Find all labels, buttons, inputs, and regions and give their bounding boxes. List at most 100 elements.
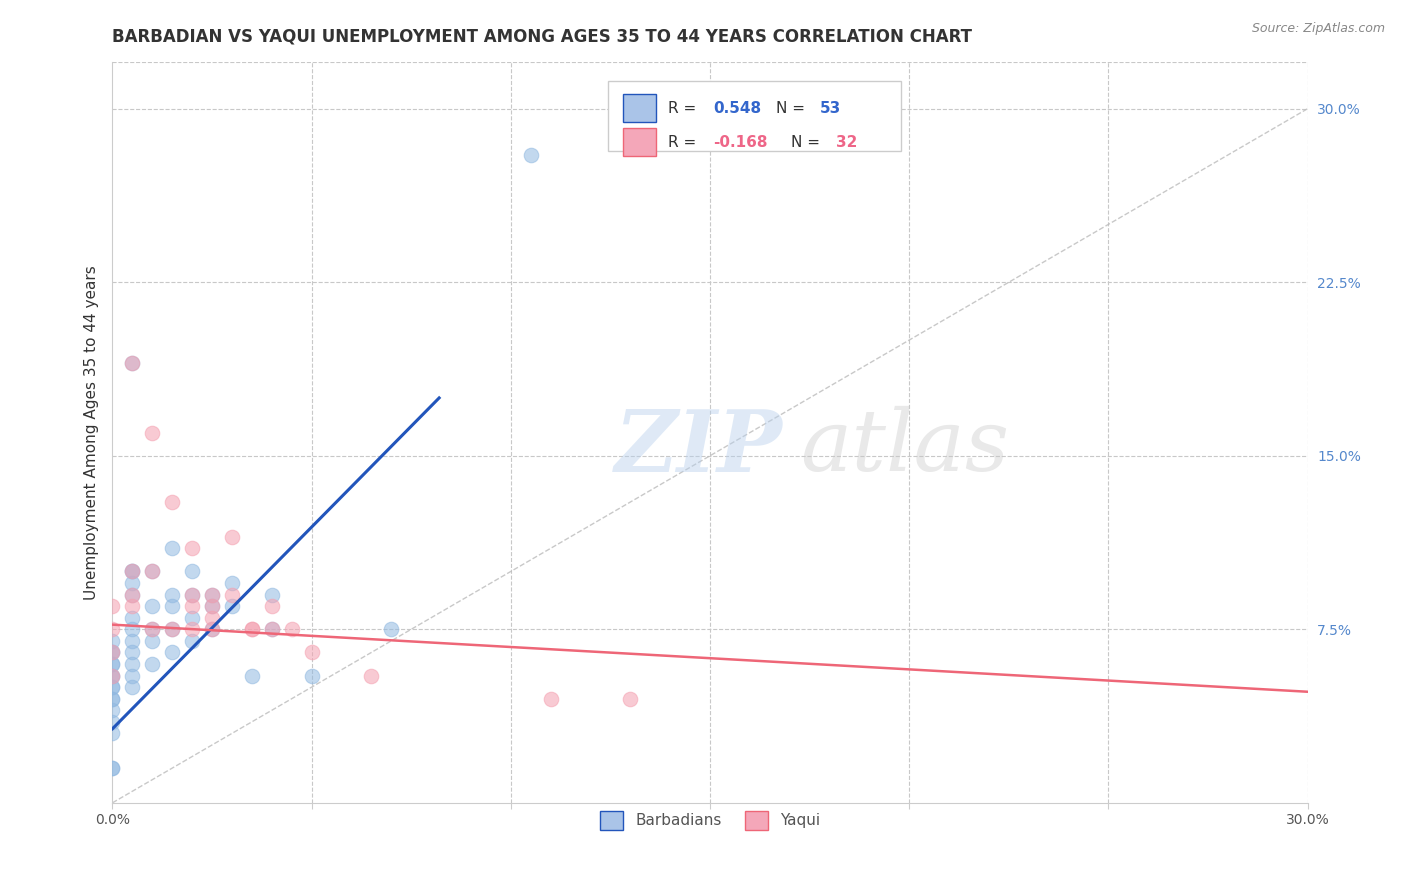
Point [101,691,124,706]
Point [221,599,243,614]
Point [101,714,124,729]
Point [240,668,263,682]
Text: N =: N = [776,101,810,116]
Point [281,622,304,636]
Point [260,622,283,636]
Point [121,565,143,579]
Point [162,622,183,636]
Point [121,588,143,602]
Point [121,645,143,659]
Point [101,645,124,659]
Point [181,588,204,602]
Point [101,668,124,682]
Text: Source: ZipAtlas.com: Source: ZipAtlas.com [1251,22,1385,36]
Point [121,356,143,370]
Text: ZIP: ZIP [614,406,782,489]
Text: atlas: atlas [800,406,1008,489]
Point [181,588,204,602]
Point [121,622,143,636]
Point [121,668,143,682]
Bar [623,95,657,122]
Point [260,588,283,602]
Point [201,610,224,624]
Point [101,668,124,682]
Point [101,645,124,659]
Point [221,576,243,591]
Text: BARBADIAN VS YAQUI UNEMPLOYMENT AMONG AGES 35 TO 44 YEARS CORRELATION CHART: BARBADIAN VS YAQUI UNEMPLOYMENT AMONG AG… [112,28,973,45]
Point [101,680,124,694]
Point [141,565,163,579]
Point [540,691,562,706]
Point [301,645,323,659]
Point [162,495,183,509]
Point [101,691,124,706]
Point [360,668,382,682]
Text: R =: R = [668,101,702,116]
Point [181,610,204,624]
Point [121,588,143,602]
Point [141,425,163,440]
Point [181,633,204,648]
Point [201,622,224,636]
Text: 32: 32 [835,135,856,150]
Text: R =: R = [668,135,702,150]
Point [520,148,543,162]
Point [181,541,204,556]
Point [301,668,323,682]
Point [162,541,183,556]
Point [121,565,143,579]
Point [162,599,183,614]
Y-axis label: Unemployment Among Ages 35 to 44 years: Unemployment Among Ages 35 to 44 years [83,265,98,600]
Point [162,588,183,602]
Point [121,610,143,624]
Point [260,599,283,614]
Legend: Barbadians, Yaqui: Barbadians, Yaqui [595,805,825,836]
Point [201,599,224,614]
Point [101,633,124,648]
Point [221,588,243,602]
Point [619,691,641,706]
Point [260,622,283,636]
Point [141,622,163,636]
Point [240,622,263,636]
Point [162,622,183,636]
Point [181,599,204,614]
Point [101,668,124,682]
Bar [609,81,901,152]
Text: N =: N = [792,135,825,150]
Point [121,599,143,614]
Point [101,645,124,659]
Point [201,588,224,602]
Point [181,622,204,636]
Point [201,588,224,602]
Point [240,622,263,636]
Point [101,761,124,775]
Point [121,657,143,671]
Text: -0.168: -0.168 [714,135,768,150]
Point [101,622,124,636]
Text: 0.548: 0.548 [714,101,762,116]
Point [380,622,402,636]
Point [121,680,143,694]
Point [101,657,124,671]
Point [121,356,143,370]
Point [121,576,143,591]
Point [201,599,224,614]
Point [141,657,163,671]
Point [121,565,143,579]
Point [181,565,204,579]
Point [221,530,243,544]
Bar [623,128,657,156]
Point [101,657,124,671]
Point [101,761,124,775]
Point [141,622,163,636]
Point [141,633,163,648]
Text: 53: 53 [820,101,841,116]
Point [101,703,124,717]
Point [141,599,163,614]
Point [121,633,143,648]
Point [201,622,224,636]
Point [101,680,124,694]
Point [101,726,124,740]
Point [141,565,163,579]
